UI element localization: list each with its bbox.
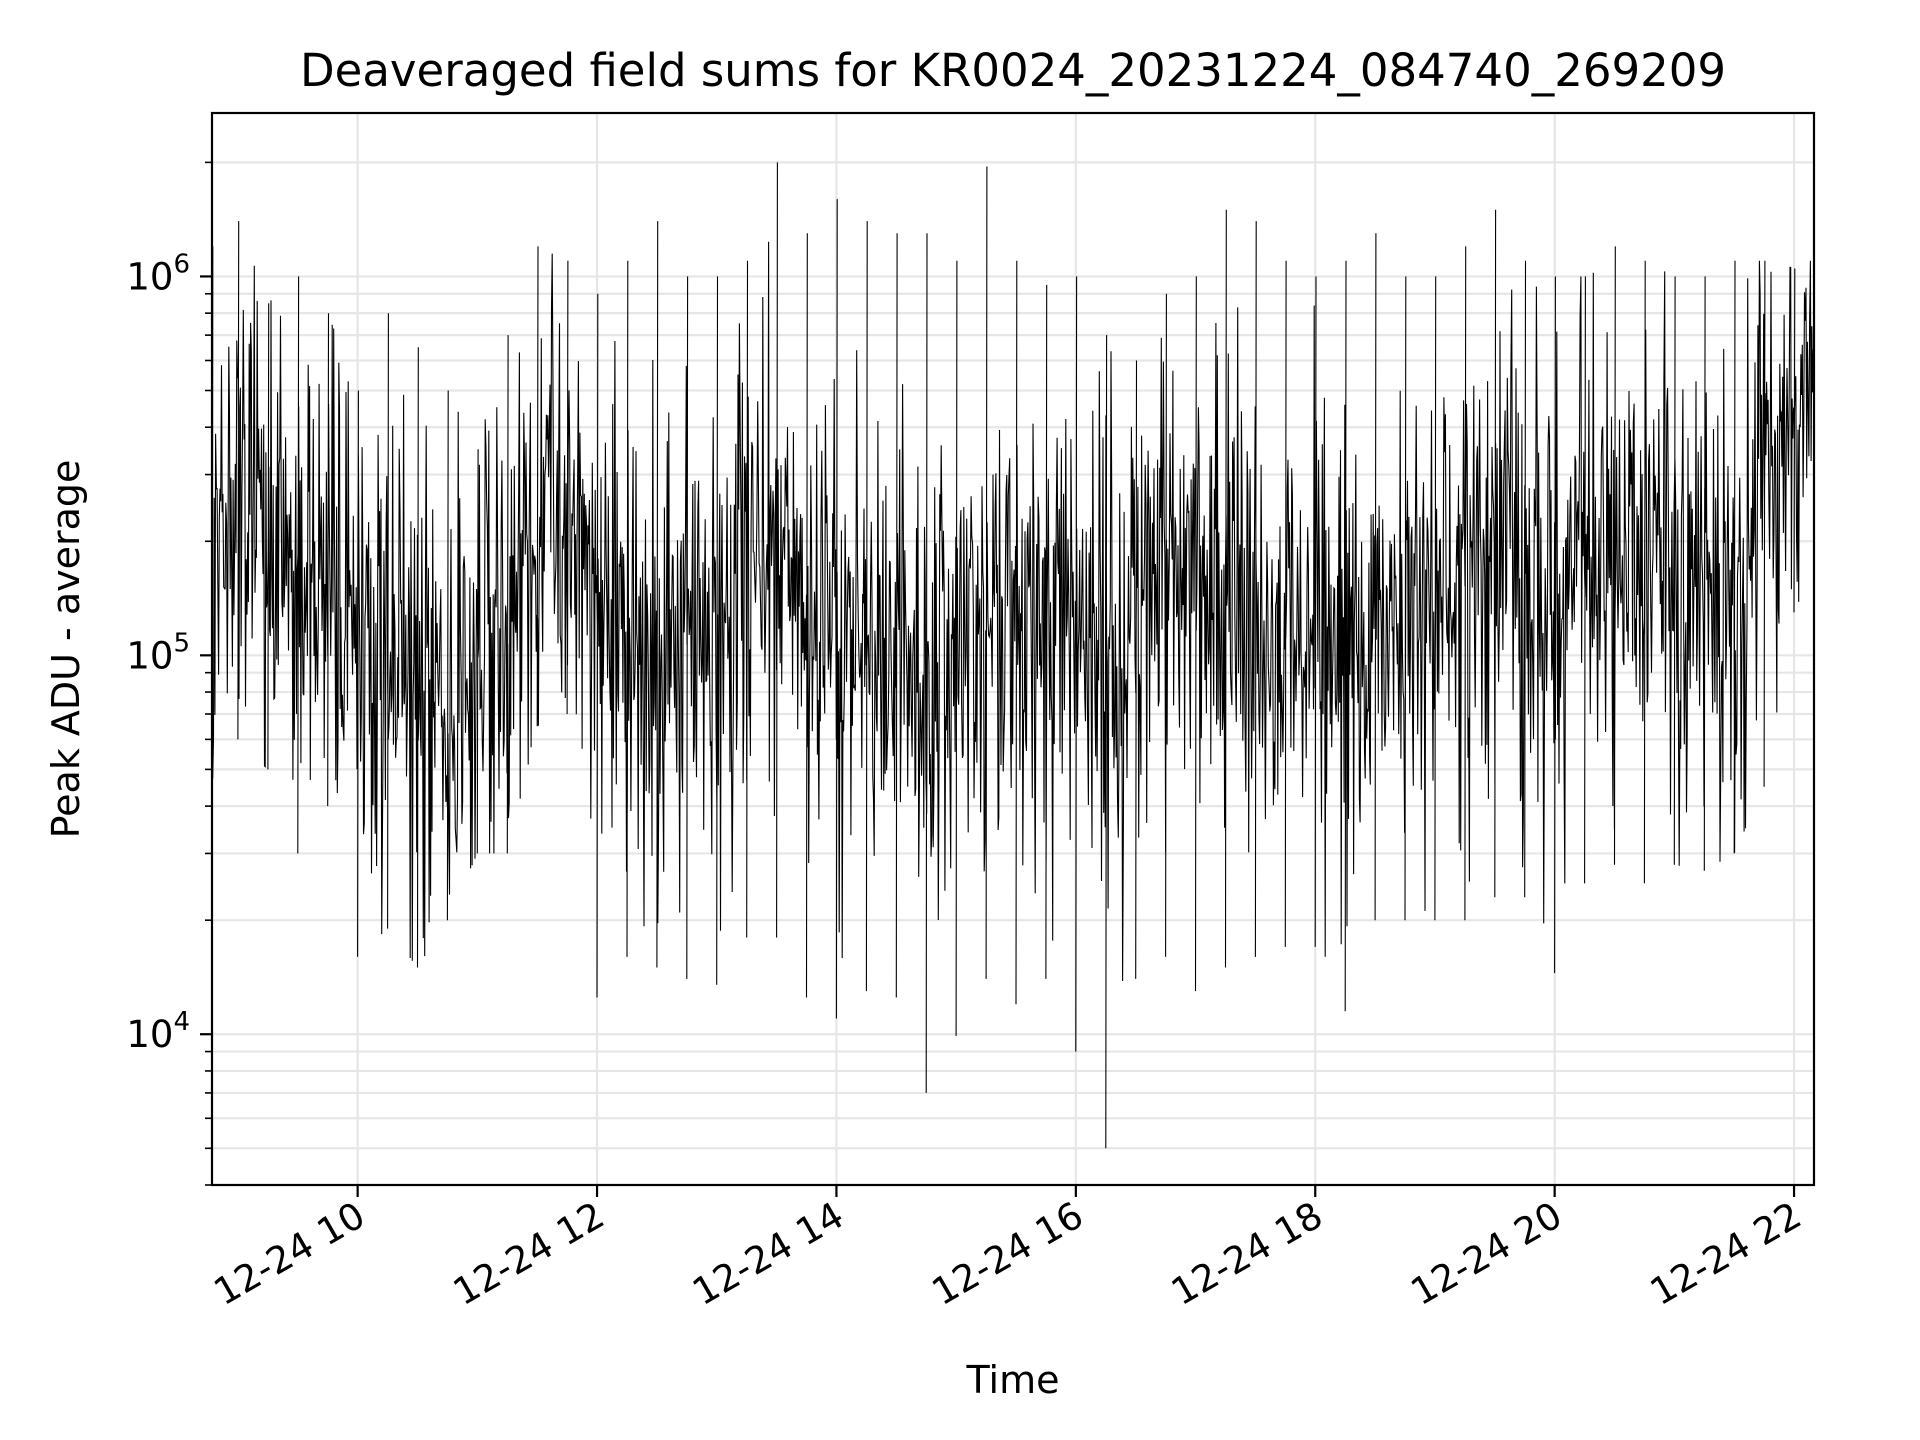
y-axis: 104 105 106 [126,161,212,1186]
y-axis-label: Peak ADU - average [44,460,88,839]
plot-frame [210,111,1816,1187]
x-axis-label: Time [966,1358,1060,1402]
plot-clip-group [212,162,1814,1149]
data-line-group [212,162,1814,1149]
chart-title: Deaveraged field sums for KR0024_2023122… [300,44,1726,97]
y-tick-label: 105 [126,628,190,677]
y-tick-label: 106 [126,249,190,298]
data-series-line [212,162,1814,1149]
y-tick-label: 104 [126,1007,190,1056]
